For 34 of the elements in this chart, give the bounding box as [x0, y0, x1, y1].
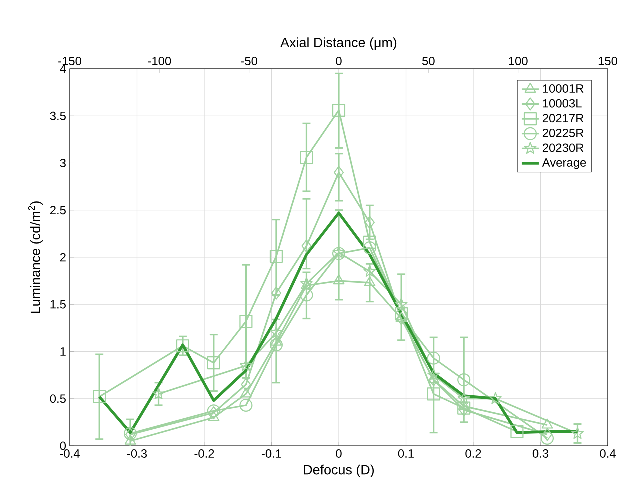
x-tick-label: -0.2 — [194, 450, 214, 458]
x-tick-label: 0.2 — [466, 450, 482, 458]
y-tick-label: 4 — [60, 64, 66, 74]
legend-label: 10003L — [543, 99, 582, 108]
y-tick-label: 0 — [60, 442, 66, 450]
y-axis-title: Luminance (cd/m$^{2}$) — [28, 202, 44, 314]
x-tick-label: 0.1 — [398, 450, 414, 458]
y-tick-label: 1.5 — [50, 300, 66, 309]
legend-label: 20225R — [542, 128, 584, 138]
y-tick-label: 1 — [60, 348, 66, 356]
x-tick-label: -0.3 — [127, 450, 148, 458]
x2-tick-label: 100 — [509, 57, 528, 66]
x-tick-label: 0.3 — [532, 450, 549, 458]
x-axis-title: Defocus (D) — [304, 464, 374, 478]
x2-axis-title: Axial Distance (μm) — [280, 38, 397, 50]
x2-tick-label: -50 — [241, 57, 258, 66]
x-tick-label: -0.1 — [262, 450, 282, 458]
x-tick-label: -0.4 — [60, 450, 80, 458]
legend-label: 20230R — [542, 144, 584, 152]
x2-tick-label: 50 — [422, 57, 435, 66]
y-tick-label: 3 — [60, 159, 66, 168]
legend-label: 20217R — [542, 114, 584, 123]
x2-tick-label: 150 — [598, 57, 618, 66]
x-tick-label: 0 — [336, 450, 342, 458]
x-tick-label: 0.4 — [600, 450, 616, 458]
legend-label: Average — [542, 158, 586, 170]
x2-tick-label: 0 — [336, 57, 342, 66]
y-tick-label: 2 — [60, 253, 66, 262]
legend-label: 10001R — [543, 84, 584, 93]
x2-tick-label: -100 — [148, 57, 172, 66]
y-tick-label: 0.5 — [50, 394, 66, 404]
y-tick-label: 3.5 — [50, 112, 66, 120]
x2-tick-label: -150 — [58, 57, 82, 66]
y-tick-label: 2.5 — [50, 206, 66, 215]
